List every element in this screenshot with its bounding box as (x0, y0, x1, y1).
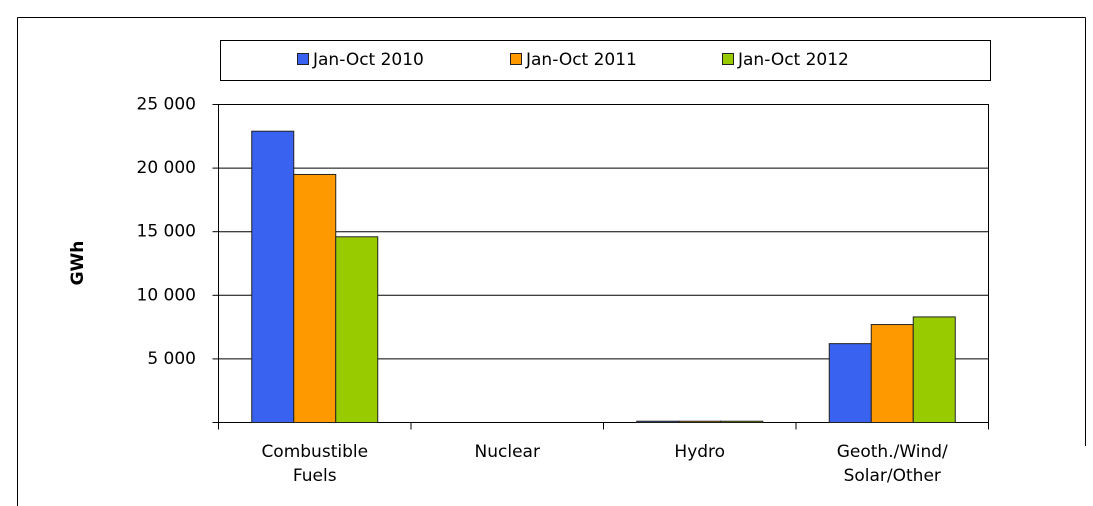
legend-label: Jan-Oct 2011 (525, 50, 637, 70)
legend-swatch (722, 53, 734, 65)
legend-label: Jan-Oct 2010 (312, 50, 424, 70)
legend-swatch (510, 53, 522, 65)
bar (912, 316, 956, 424)
bar (335, 236, 379, 423)
bar (293, 173, 337, 423)
bar (828, 343, 872, 423)
x-tick-label: Hydro (674, 442, 726, 462)
y-tick-label: 5 000 (147, 349, 196, 369)
bar (870, 324, 914, 423)
y-tick-label: 10 000 (137, 285, 196, 305)
legend-box (220, 40, 991, 81)
bar (720, 420, 764, 423)
y-tick-label: 15 000 (137, 222, 196, 242)
x-tick-label: Nuclear (474, 442, 540, 462)
bar (678, 420, 722, 423)
x-tick-label: Combustible Fuels (261, 442, 369, 486)
legend-label: Jan-Oct 2012 (737, 50, 849, 70)
bar (251, 130, 295, 423)
bar (636, 420, 680, 423)
x-tick-label: Geoth./Wind/ Solar/Other (836, 442, 948, 486)
y-tick-label: 25 000 (137, 95, 196, 115)
y-tick-label: 20 000 (137, 158, 196, 178)
legend-swatch (297, 53, 309, 65)
y-axis-label: GWh (68, 241, 88, 286)
